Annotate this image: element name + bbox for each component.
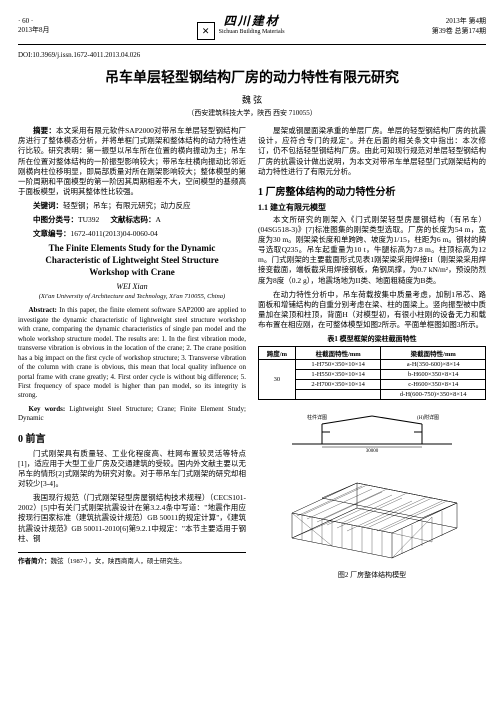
figure-diagram: 柱件详图 (H)附详图 30000 bbox=[258, 404, 486, 454]
doccode-label: 文献标志码： bbox=[111, 215, 156, 224]
header-volume: 第39卷 总第174期 bbox=[432, 26, 486, 36]
figure-3d-model: 图2 厂房整体结构模型 bbox=[258, 458, 486, 580]
en-abstract-text: In this paper, the finite element softwa… bbox=[18, 306, 246, 399]
clc-value: TU392 bbox=[78, 215, 99, 224]
col2-intro: 屋架或钢屋面梁承重的单层厂房。单层的轻型钢结构厂房的抗震设计，应符合专门的规定"… bbox=[258, 126, 486, 177]
journal-logo-icon: ✕ bbox=[197, 22, 215, 40]
table1-r1c2: a-H(350-600)×8×14 bbox=[381, 360, 486, 370]
header-center: ✕ 四川建材 Sichuan Building Materials bbox=[197, 12, 285, 40]
header-left: · 60 · 2013年8月 bbox=[18, 17, 50, 35]
sec1-p2: 在动力特性分析中，吊车荷载按集中质量考虑，加制1吊芯、路面板和增铺结构的自重分别… bbox=[258, 290, 486, 331]
keywords-cn: 关键词：轻型钢；吊车；有限元研究；动力反应 bbox=[18, 201, 246, 211]
table1-span: 30 bbox=[259, 360, 296, 400]
table1-r2c1: 1-H550×350×10×14 bbox=[295, 370, 381, 380]
en-keywords: Key words: Lightweight Steel Structure; … bbox=[18, 405, 246, 424]
header-date: 2013年8月 bbox=[18, 25, 50, 35]
abstract-label: 摘要： bbox=[33, 126, 56, 135]
fig-3d-svg bbox=[272, 458, 472, 568]
header-right: 2013年 第4期 第39卷 总第174期 bbox=[432, 16, 486, 36]
en-abstract: Abstract: In this paper, the finite elem… bbox=[18, 306, 246, 400]
doi: DOI:10.3969/j.issn.1672-4011.2013.04.026 bbox=[18, 51, 486, 59]
article-affiliation: （西安建筑科技大学，陕西 西安 710055） bbox=[18, 108, 486, 118]
table1-r3c2: c-H600×350×8×14 bbox=[381, 380, 486, 390]
sec1-p1: 本文所研究的刚架入《门式刚架轻型房屋钢结构（有吊车）(04SG518-3)》[7… bbox=[258, 215, 486, 286]
table1-r4c1 bbox=[295, 390, 381, 400]
clc-label: 中图分类号： bbox=[33, 215, 78, 224]
fig-cross-section: 柱件详图 (H)附详图 30000 bbox=[282, 404, 462, 454]
abstract-cn: 摘要：本文采用有限元软件SAP2000对带吊车单层轻型钢结构厂房进行了整体模态分… bbox=[18, 126, 246, 197]
keywords-label: 关键词： bbox=[33, 201, 63, 210]
journal-title-en: Sichuan Building Materials bbox=[219, 29, 285, 35]
table1-r2c2: b-H600×350×8×14 bbox=[381, 370, 486, 380]
svg-text:(H)附详图: (H)附详图 bbox=[417, 414, 439, 421]
journal-title-cn: 四川建材 bbox=[219, 12, 285, 29]
articleno-value: 1672-4011(2013)04-0060-04 bbox=[71, 229, 158, 238]
table1-r4c2: d-H(600-750)×350×8×14 bbox=[381, 390, 486, 400]
article-author: 魏 弦 bbox=[18, 93, 486, 106]
right-column: 屋架或钢屋面梁承重的单层厂房。单层的轻型钢结构厂房的抗震设计，应符合专门的规定"… bbox=[258, 126, 486, 580]
svg-text:30000: 30000 bbox=[366, 449, 379, 454]
svg-text:柱件详图: 柱件详图 bbox=[307, 414, 327, 421]
en-title-2: Characteristic of Lightweight Steel Stru… bbox=[18, 255, 246, 267]
section-1-title: 1 厂房整体结构的动力特性分析 bbox=[258, 183, 486, 198]
table1-h1: 跨度/m bbox=[259, 347, 296, 360]
article-number: 文章编号：1672-4011(2013)04-0060-04 bbox=[18, 229, 246, 239]
en-abstract-label: Abstract: bbox=[29, 306, 57, 314]
abstract-text: 本文采用有限元软件SAP2000对带吊车单层轻型钢结构厂房进行了整体模态分析，并… bbox=[18, 126, 246, 196]
page-number: · 60 · bbox=[18, 17, 50, 25]
article-title: 吊车单层轻型钢结构厂房的动力特性有限元研究 bbox=[18, 67, 486, 87]
header-issue: 2013年 第4期 bbox=[432, 16, 486, 26]
section-0-title: 0 前言 bbox=[18, 430, 246, 445]
table1-caption: 表1 模型框架的梁柱截面特性 bbox=[258, 334, 486, 344]
en-keywords-label: Key words: bbox=[29, 405, 66, 413]
table1-r3c1: 2-H700×350×10×14 bbox=[295, 380, 381, 390]
content-columns: 摘要：本文采用有限元软件SAP2000对带吊车单层轻型钢结构厂房进行了整体模态分… bbox=[18, 126, 486, 580]
sec0-p1: 门式刚架具有质量轻、工业化程度高、柱网布置较灵活等特点[1]，适应用于大型工业厂… bbox=[18, 449, 246, 490]
sec0-p2: 我国现行规范（门式刚架轻型房屋钢结构技术规程）（CECS101-2002）[5]… bbox=[18, 493, 246, 544]
en-author: WEI Xian bbox=[18, 282, 246, 291]
articleno-label: 文章编号： bbox=[33, 229, 71, 238]
classification-line: 中图分类号：TU392 文献标志码：A bbox=[18, 215, 246, 225]
en-title: The Finite Elements Study for the Dynami… bbox=[18, 243, 246, 278]
author-footnote: 作者简介：魏弦（1987-），女，陕西商南人，硕士研究生。 bbox=[18, 552, 246, 565]
keywords-text: 轻型钢；吊车；有限元研究；动力反应 bbox=[63, 201, 191, 210]
en-affiliation: (Xi'an University of Architecture and Te… bbox=[18, 293, 246, 300]
footnote-text: 魏弦（1987-），女，陕西商南人，硕士研究生。 bbox=[51, 558, 186, 565]
table1-h2: 柱截面特性/mm bbox=[295, 347, 381, 360]
en-title-1: The Finite Elements Study for the Dynami… bbox=[18, 243, 246, 255]
doccode-value: A bbox=[156, 215, 161, 224]
left-column: 摘要：本文采用有限元软件SAP2000对带吊车单层轻型钢结构厂房进行了整体模态分… bbox=[18, 126, 246, 580]
journal-title-box: 四川建材 Sichuan Building Materials bbox=[219, 12, 285, 35]
page-header: · 60 · 2013年8月 ✕ 四川建材 Sichuan Building M… bbox=[18, 12, 486, 45]
en-title-3: Workshop with Crane bbox=[18, 267, 246, 279]
fig2-caption: 图2 厂房整体结构模型 bbox=[258, 570, 486, 580]
table1-h3: 梁截面特性/mm bbox=[381, 347, 486, 360]
table1: 跨度/m 柱截面特性/mm 梁截面特性/mm 30 1-H750×350×10×… bbox=[258, 346, 486, 400]
table1-r1c1: 1-H750×350×10×14 bbox=[295, 360, 381, 370]
subsection-1-1-title: 1.1 建立有限元模型 bbox=[258, 202, 486, 213]
footnote-label: 作者简介： bbox=[18, 558, 51, 565]
